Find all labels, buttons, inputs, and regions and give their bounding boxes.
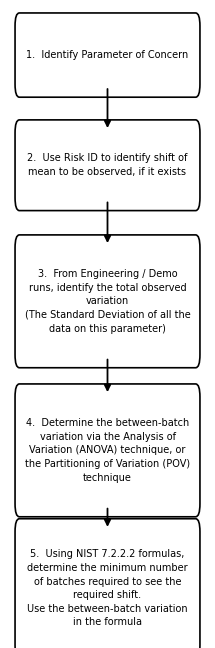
FancyBboxPatch shape xyxy=(15,518,200,648)
Text: 3.  From Engineering / Demo
runs, identify the total observed
variation
(The Sta: 3. From Engineering / Demo runs, identif… xyxy=(25,269,190,334)
FancyBboxPatch shape xyxy=(15,13,200,97)
Text: 1.  Identify Parameter of Concern: 1. Identify Parameter of Concern xyxy=(26,50,189,60)
FancyBboxPatch shape xyxy=(15,120,200,211)
Text: 4.  Determine the between-batch
variation via the Analysis of
Variation (ANOVA) : 4. Determine the between-batch variation… xyxy=(25,418,190,483)
FancyBboxPatch shape xyxy=(15,384,200,517)
Text: 2.  Use Risk ID to identify shift of
mean to be observed, if it exists: 2. Use Risk ID to identify shift of mean… xyxy=(27,154,188,177)
FancyBboxPatch shape xyxy=(15,235,200,368)
Text: 5.  Using NIST 7.2.2.2 formulas,
determine the minimum number
of batches require: 5. Using NIST 7.2.2.2 formulas, determin… xyxy=(27,550,188,627)
